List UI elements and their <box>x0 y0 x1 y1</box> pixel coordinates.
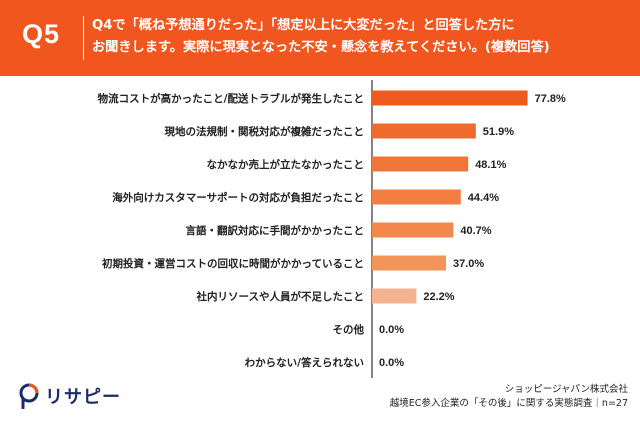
category-label: なかなか売上が立たなかったこと <box>207 158 365 171</box>
logo-pin-icon <box>19 383 39 409</box>
bar <box>372 189 461 205</box>
risapi-logo: リサピー <box>18 381 121 411</box>
value-label: 48.1% <box>475 159 506 171</box>
category-label: 海外向けカスタマーサポートの対応が負担だったこと <box>112 191 364 204</box>
bar <box>372 156 469 172</box>
question-number: Q5 <box>22 19 61 49</box>
category-label: その他 <box>333 323 365 336</box>
source-survey: 越境EC参入企業の「その後」に関する実態調査｜n=27 <box>389 398 628 409</box>
value-label: 0.0% <box>379 324 404 336</box>
source-note: ショッピージャパン株式会社 越境EC参入企業の「その後」に関する実態調査｜n=2… <box>390 383 628 411</box>
value-label: 40.7% <box>460 225 491 237</box>
question-header: Q5 Q4で「概ね予想通りだった」「想定以上に大変だった」と回答した方に お聞き… <box>0 0 640 76</box>
bar <box>372 255 446 271</box>
category-label: 初期投資・運営コストの回収に時間がかかっていること <box>102 257 364 270</box>
category-label: 現地の法規制・関税対応が複雑だったこと <box>165 125 365 138</box>
header-divider <box>83 16 84 60</box>
category-label: わからない/答えられない <box>245 356 364 369</box>
question-text: Q4で「概ね予想通りだった」「想定以上に大変だった」と回答した方に お聞きします… <box>92 15 632 59</box>
value-label: 77.8% <box>535 93 566 105</box>
bar <box>372 288 417 304</box>
value-label: 51.9% <box>483 126 514 138</box>
value-label: 22.2% <box>423 291 454 303</box>
bar <box>372 222 454 238</box>
category-label: 物流コストが高かったこと/配送トラブルが発生したこと <box>98 92 364 105</box>
question-line-2: お聞きします。実際に現実となった不安・懸念を教えてください。(複数回答) <box>92 40 550 55</box>
logo-text: リサピー <box>45 387 121 408</box>
question-line-1: Q4で「概ね予想通りだった」「想定以上に大変だった」と回答した方に <box>92 18 515 33</box>
value-label: 44.4% <box>468 192 499 204</box>
horizontal-bar-chart: 物流コストが高かったこと/配送トラブルが発生したこと 77.8% 現地の法規制・関税… <box>98 80 566 378</box>
value-label: 37.0% <box>453 258 484 270</box>
bar <box>372 90 528 106</box>
bar <box>372 123 476 139</box>
category-label: 言語・翻訳対応に手間がかかったこと <box>186 224 365 237</box>
source-company: ショッピージャパン株式会社 <box>504 384 628 395</box>
value-label: 0.0% <box>379 357 404 369</box>
category-label: 社内リソースや人員が不足したこと <box>196 290 364 303</box>
